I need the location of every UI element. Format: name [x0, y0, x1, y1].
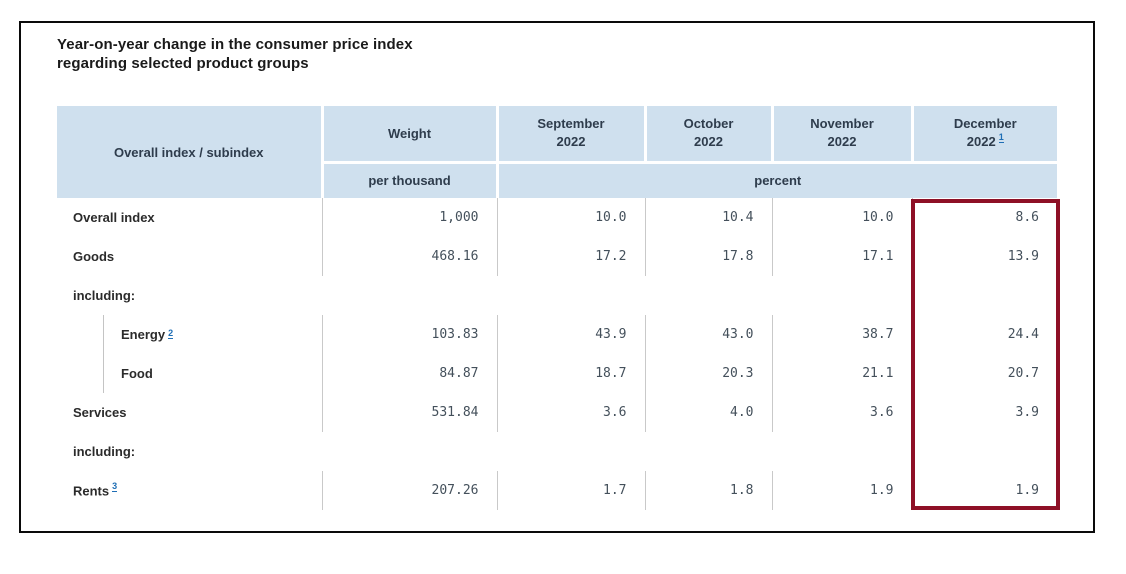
table-row-rents: Rents 3 207.26 1.7 1.8 1.9 1.9 — [57, 471, 1057, 510]
section-label: including: — [73, 288, 136, 303]
header-row-months: Overall index / subindex Weight Septembe… — [57, 106, 1057, 198]
cell-december: 3.9 — [911, 393, 1057, 432]
month-year: 2022 — [556, 134, 586, 150]
cpi-table: Overall index / subindex Weight Septembe… — [57, 106, 1057, 510]
column-header-november: November 2022 — [772, 106, 914, 162]
unit-percent: percent — [497, 160, 1057, 198]
column-header-september: September 2022 — [497, 106, 647, 162]
cell-october: 1.8 — [644, 471, 772, 510]
column-header-weight: Weight — [322, 106, 499, 162]
footnote-link-3[interactable]: 3 — [112, 480, 118, 492]
cell-november: 21.1 — [771, 354, 912, 393]
cell-october: 10.4 — [644, 198, 772, 237]
row-label: Overall index — [73, 210, 155, 225]
column-header-october: October 2022 — [645, 106, 774, 162]
column-header-index-subindex: Overall index / subindex — [57, 106, 324, 198]
cell-october: 43.0 — [644, 315, 772, 354]
cell-september: 3.6 — [496, 393, 645, 432]
cell-september: 1.7 — [496, 471, 645, 510]
indent-group: Food — [103, 354, 322, 393]
section-row-including-services: including: — [57, 432, 1057, 471]
cell-october: 4.0 — [644, 393, 772, 432]
cell-december: 20.7 — [911, 354, 1057, 393]
section-row-including-goods: including: — [57, 276, 1057, 315]
page-title: Year-on-year change in the consumer pric… — [57, 35, 413, 73]
cell-november: 38.7 — [771, 315, 912, 354]
indent-group: Energy 2 — [103, 315, 322, 354]
cell-december: 1.9 — [911, 471, 1057, 510]
cell-september: 43.9 — [496, 315, 645, 354]
row-label: Services — [73, 405, 127, 420]
row-label: Energy 2 — [57, 315, 322, 354]
cell-september: 17.2 — [496, 237, 645, 276]
cell-weight: 103.83 — [321, 315, 497, 354]
cell-weight: 1,000 — [321, 198, 497, 237]
month-year: 2022 1 — [966, 131, 1004, 150]
section-label: including: — [73, 444, 136, 459]
month-name: November — [810, 116, 874, 132]
month-year: 2022 — [694, 134, 723, 150]
page-title-line2: regarding selected product groups — [57, 55, 309, 72]
cell-november: 1.9 — [771, 471, 912, 510]
table-row-services: Services 531.84 3.6 4.0 3.6 3.9 — [57, 393, 1057, 432]
row-label: Food — [57, 354, 322, 393]
table-row-goods: Goods 468.16 17.2 17.8 17.1 13.9 — [57, 237, 1057, 276]
cell-weight: 468.16 — [321, 237, 497, 276]
cell-september: 10.0 — [496, 198, 645, 237]
table-row-energy: Energy 2 103.83 43.9 43.0 38.7 24.4 — [57, 315, 1057, 354]
cell-december: 8.6 — [911, 198, 1057, 237]
cell-september: 18.7 — [496, 354, 645, 393]
header-row-units: per thousand percent — [57, 160, 1057, 198]
cell-december: 13.9 — [911, 237, 1057, 276]
table-row-food: Food 84.87 18.7 20.3 21.1 20.7 — [57, 354, 1057, 393]
month-name: September — [537, 116, 605, 132]
row-label: Rents 3 — [73, 480, 118, 499]
row-label: Goods — [73, 249, 115, 264]
table-row-overall-index: Overall index 1,000 10.0 10.4 10.0 8.6 — [57, 198, 1057, 237]
cell-december: 24.4 — [911, 315, 1057, 354]
cell-november: 10.0 — [771, 198, 912, 237]
cell-october: 20.3 — [644, 354, 772, 393]
cell-weight: 84.87 — [321, 354, 497, 393]
cell-november: 3.6 — [771, 393, 912, 432]
cell-october: 17.8 — [644, 237, 772, 276]
month-name: December — [953, 116, 1017, 132]
month-name: October — [683, 116, 734, 132]
unit-per-thousand: per thousand — [322, 160, 499, 198]
month-year: 2022 — [827, 134, 857, 150]
column-header-december: December 2022 1 — [912, 106, 1057, 162]
footnote-link-2[interactable]: 2 — [168, 327, 174, 339]
page-title-line1: Year-on-year change in the consumer pric… — [57, 36, 413, 53]
cell-weight: 531.84 — [321, 393, 497, 432]
cell-november: 17.1 — [771, 237, 912, 276]
footnote-link-1[interactable]: 1 — [998, 131, 1004, 143]
cell-weight: 207.26 — [321, 471, 497, 510]
